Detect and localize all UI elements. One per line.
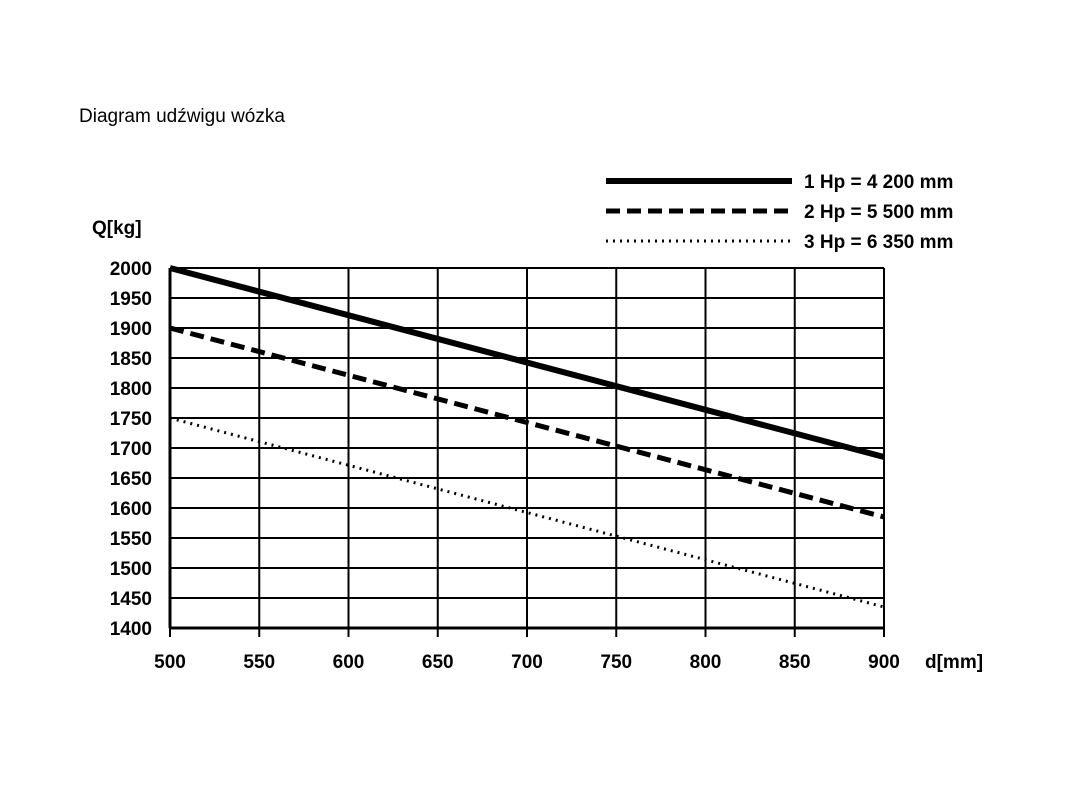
series-layer xyxy=(169,265,885,609)
x-tick-label: 850 xyxy=(779,652,811,673)
y-axis-label: Q[kg] xyxy=(92,218,142,239)
y-tick-label: 1750 xyxy=(110,409,152,430)
x-tick-label: 500 xyxy=(154,652,186,673)
x-tick-label: 550 xyxy=(243,652,275,673)
y-tick-label: 1500 xyxy=(110,559,152,580)
y-tick-label: 1850 xyxy=(110,349,152,370)
y-tick-label: 1950 xyxy=(110,289,152,310)
y-tick-label: 2000 xyxy=(110,259,152,280)
y-tick-label: 1600 xyxy=(110,499,152,520)
y-tick-label: 1700 xyxy=(110,439,152,460)
legend-label-3: 3 Hp = 6 350 mm xyxy=(804,232,953,253)
legend: 1 Hp = 4 200 mm 2 Hp = 5 500 mm 3 Hp = 6 3… xyxy=(606,172,953,253)
x-tick-label: 650 xyxy=(422,652,454,673)
legend-label-1: 1 Hp = 4 200 mm xyxy=(804,172,953,193)
x-tick-label: 900 xyxy=(868,652,900,673)
y-tick-label: 1900 xyxy=(110,319,152,340)
y-tick-label: 1800 xyxy=(110,379,152,400)
y-tick-label: 1400 xyxy=(110,619,152,640)
grid-layer xyxy=(169,267,885,637)
series-line-2 xyxy=(169,325,885,520)
series-line-1 xyxy=(169,265,885,460)
y-tick-label: 1550 xyxy=(110,529,152,550)
legend-label-2: 2 Hp = 5 500 mm xyxy=(804,202,953,223)
x-tick-label: 800 xyxy=(690,652,722,673)
chart-title: Diagram udźwigu wózka xyxy=(79,106,285,127)
x-tick-label: 600 xyxy=(333,652,365,673)
axis-layer: 2000 1950 1900 1850 1800 1750 1700 1650 1600 1550… xyxy=(110,259,900,673)
y-tick-label: 1450 xyxy=(110,589,152,610)
x-tick-label: 700 xyxy=(511,652,543,673)
x-axis-label: d[mm] xyxy=(925,652,983,673)
y-tick-label: 1650 xyxy=(110,469,152,490)
x-tick-label: 750 xyxy=(600,652,632,673)
